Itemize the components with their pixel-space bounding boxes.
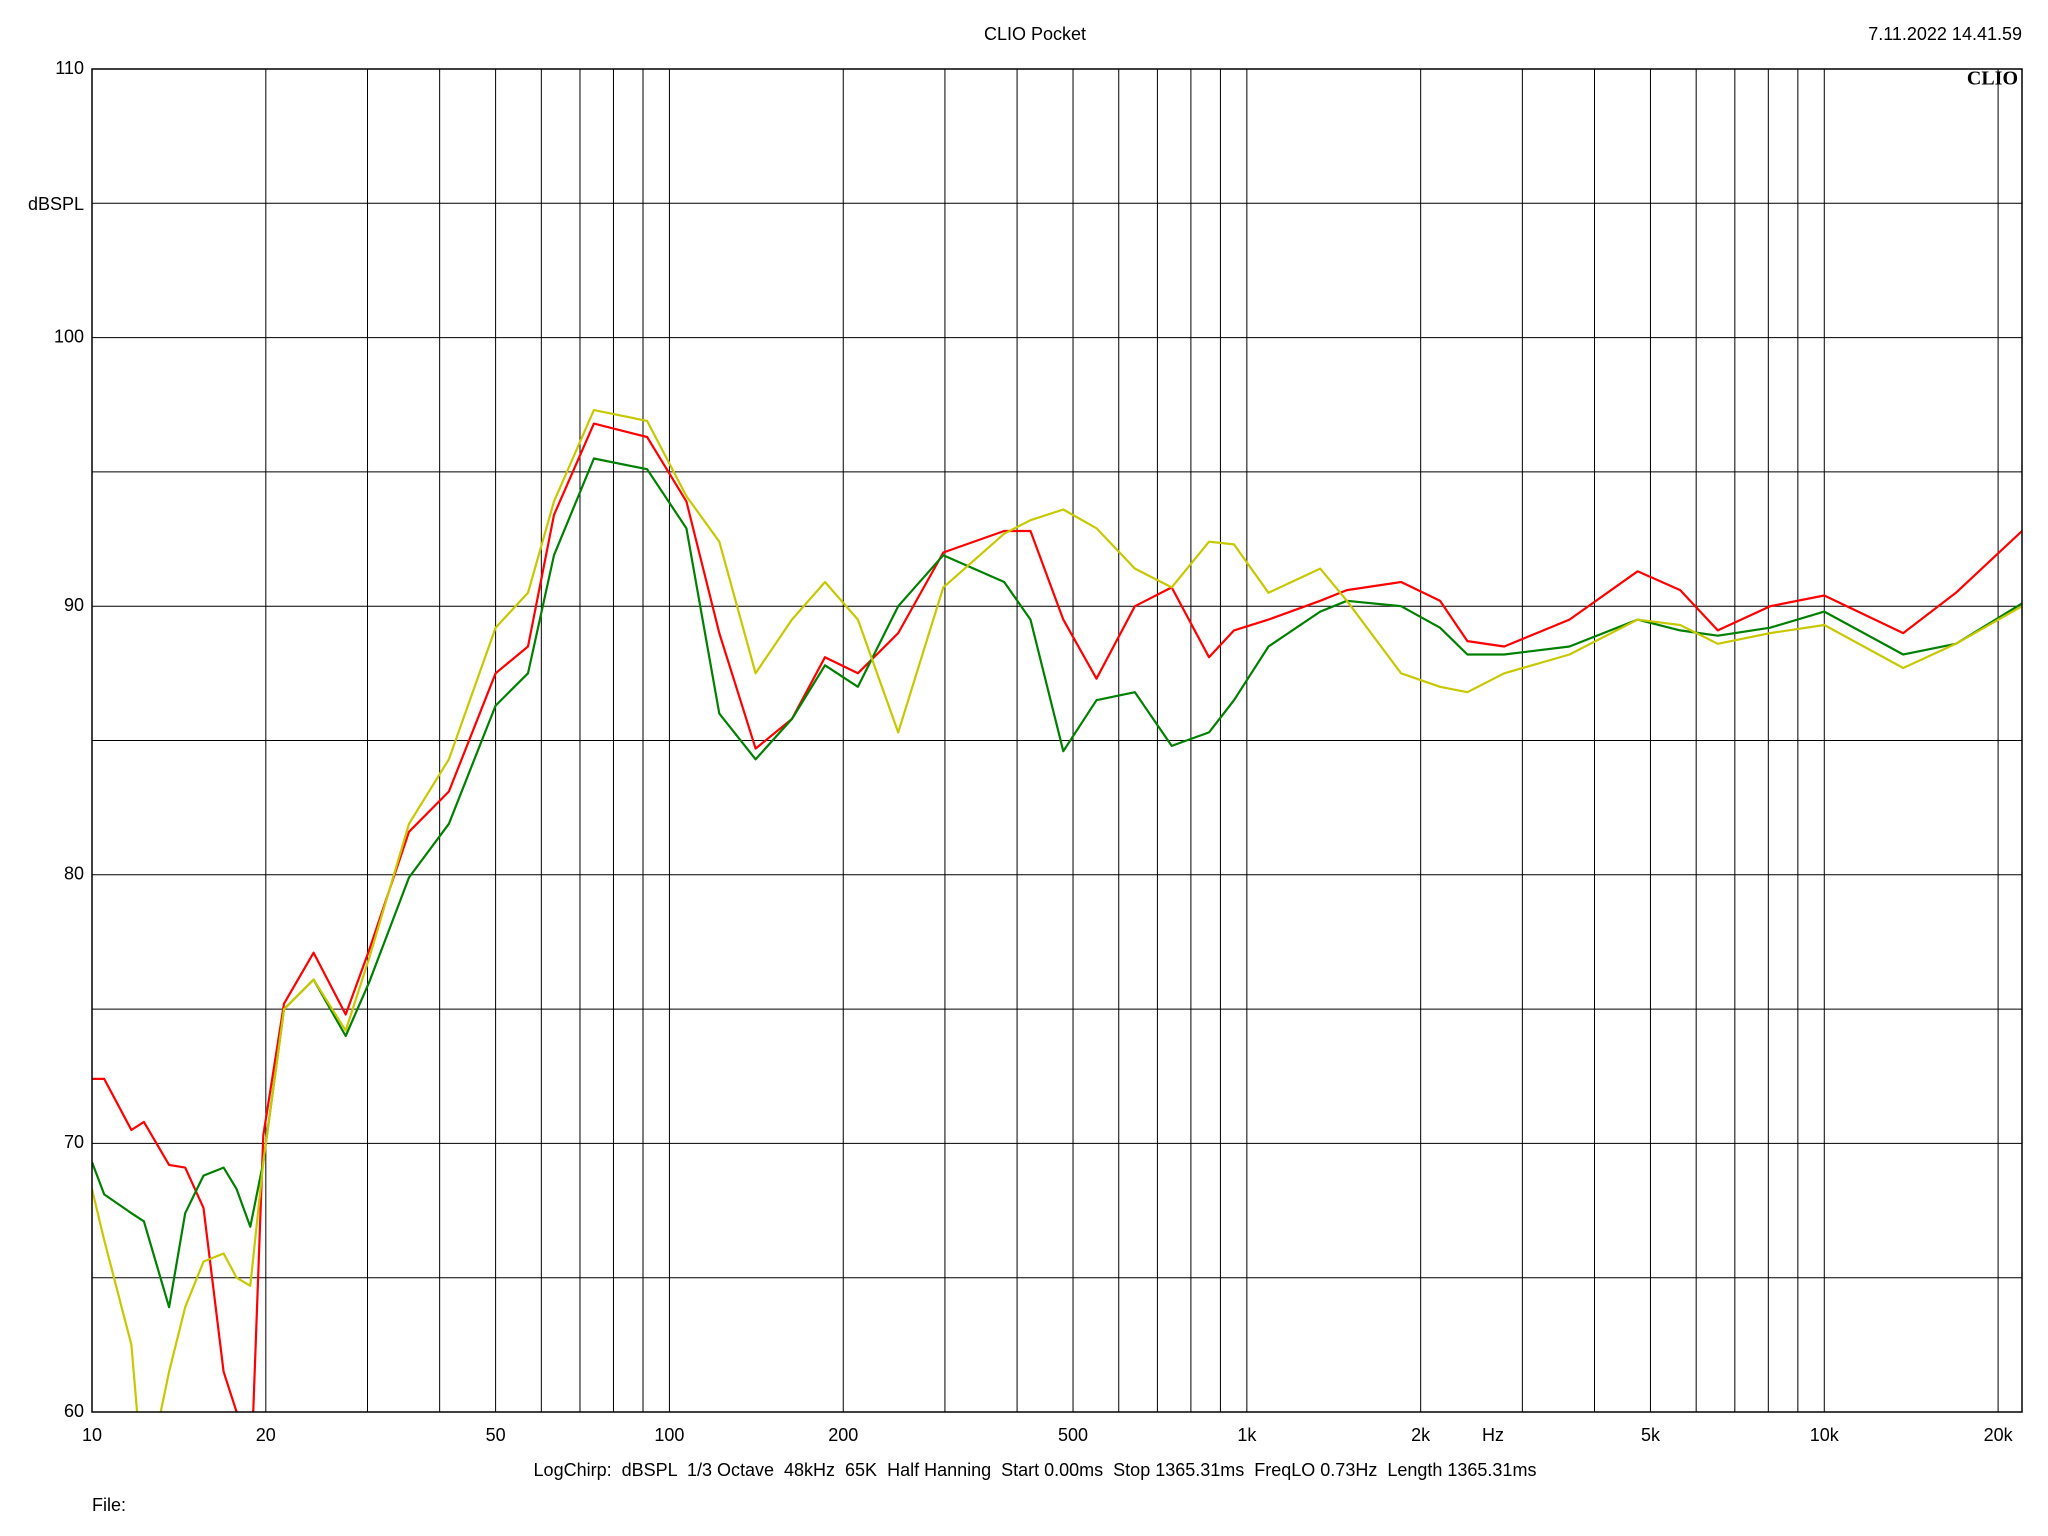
y-axis-label: dBSPL bbox=[28, 194, 84, 214]
file-label: File: bbox=[92, 1495, 126, 1515]
y-tick-label: 80 bbox=[64, 864, 84, 884]
x-tick-label: 500 bbox=[1058, 1425, 1088, 1445]
footer: LogChirp: dBSPL 1/3 Octave 48kHz 65K Hal… bbox=[534, 1460, 1537, 1480]
x-tick-label: 1k bbox=[1237, 1425, 1257, 1445]
y-tick-label: 110 bbox=[55, 58, 84, 78]
plot-frame bbox=[91, 68, 2023, 1413]
y-tick-label: 90 bbox=[64, 595, 84, 615]
chart-title: CLIO Pocket bbox=[984, 24, 1086, 44]
logo: CLIO bbox=[1967, 68, 2018, 90]
x-tick-label: 50 bbox=[486, 1425, 506, 1445]
x-tick-label: 20k bbox=[1984, 1425, 2014, 1445]
x-axis-label: Hz bbox=[1482, 1425, 1504, 1445]
response-curve bbox=[92, 409, 2022, 1412]
plot-area bbox=[92, 409, 2022, 1412]
x-tick-label: 2k bbox=[1411, 1425, 1431, 1445]
x-tick-label: 10k bbox=[1810, 1425, 1840, 1445]
response-curve bbox=[92, 457, 2022, 1309]
y-tick-label: 70 bbox=[64, 1132, 84, 1152]
response-curve bbox=[92, 422, 2022, 1412]
x-tick-label: 20 bbox=[256, 1425, 276, 1445]
y-tick-label: 60 bbox=[64, 1401, 84, 1421]
timestamp: 7.11.2022 14.41.59 bbox=[1868, 24, 2022, 44]
x-tick-label: 10 bbox=[82, 1425, 102, 1445]
grid bbox=[91, 68, 2022, 1413]
y-tick-label: 100 bbox=[54, 326, 84, 346]
x-tick-label: 5k bbox=[1641, 1425, 1661, 1445]
x-tick-label: 100 bbox=[654, 1425, 684, 1445]
x-tick-label: 200 bbox=[828, 1425, 858, 1445]
